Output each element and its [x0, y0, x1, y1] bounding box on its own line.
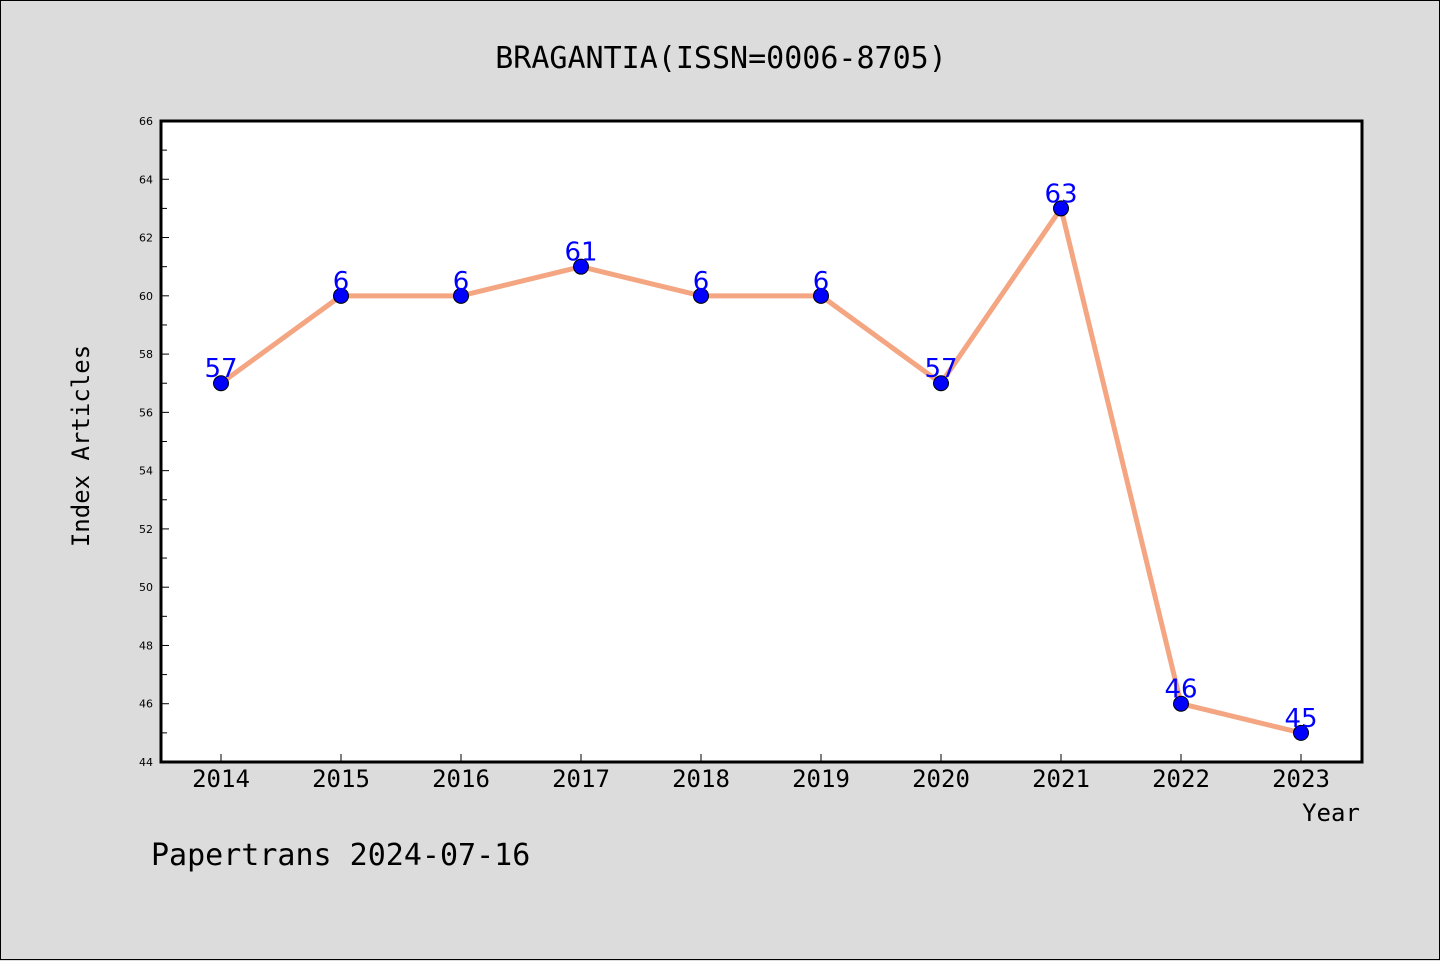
y-tick-label: 52	[139, 523, 153, 536]
y-tick-label: 44	[139, 756, 153, 769]
x-tick-label: 2022	[1152, 765, 1210, 793]
x-tick-label: 2023	[1272, 765, 1330, 793]
y-tick-label: 60	[139, 290, 153, 303]
data-label: 63	[1044, 179, 1077, 209]
x-axis-label: Year	[1302, 799, 1360, 827]
x-tick-label: 2016	[432, 765, 490, 793]
y-tick-label: 62	[139, 232, 153, 245]
data-label: 6	[813, 267, 830, 297]
x-tick-label: 2019	[792, 765, 850, 793]
x-tick-label: 2015	[312, 765, 370, 793]
x-axis: 2014 2015 2016 2017 2018 2019 2020 2021 2022 2023	[192, 754, 1330, 793]
data-label: 45	[1284, 704, 1317, 734]
data-label: 57	[924, 354, 957, 384]
y-axis-label: Index Articles	[67, 345, 95, 547]
data-label: 6	[453, 267, 470, 297]
data-point	[213, 375, 229, 392]
data-point	[693, 287, 709, 304]
data-label: 46	[1164, 675, 1197, 705]
x-tick-label: 2020	[912, 765, 970, 793]
y-tick-label: 54	[139, 465, 153, 478]
y-tick-label: 56	[139, 406, 153, 419]
y-tick-label: 48	[139, 639, 153, 652]
marker-group	[213, 200, 1309, 741]
data-label-group: 57 6 6 61 6 6 57 63 46 45	[204, 179, 1317, 733]
y-tick-label: 66	[139, 115, 153, 128]
data-point	[813, 287, 829, 304]
data-point	[1053, 200, 1069, 217]
data-point	[1293, 724, 1309, 741]
y-tick-label: 50	[139, 581, 153, 594]
plot-area	[159, 119, 1364, 764]
data-label: 6	[333, 267, 350, 297]
x-tick-label: 2018	[672, 765, 730, 793]
data-point	[573, 258, 589, 275]
series-line-group	[218, 205, 1304, 736]
data-label: 57	[204, 354, 237, 384]
x-tick-label: 2014	[192, 765, 250, 793]
data-label: 61	[564, 238, 597, 268]
y-tick-label: 46	[139, 698, 153, 711]
x-tick-label: 2017	[552, 765, 610, 793]
y-tick-label: 58	[139, 348, 153, 361]
y-axis: 44 46 48 50 52 54 56 58 60 62 64 66	[139, 115, 169, 769]
data-point	[333, 287, 349, 304]
data-label: 6	[693, 267, 710, 297]
data-point	[933, 375, 949, 392]
chart-title: BRAGANTIA(ISSN=0006-8705)	[495, 41, 947, 76]
data-point	[1173, 695, 1189, 712]
x-tick-label: 2021	[1032, 765, 1090, 793]
y-tick-label: 64	[139, 173, 153, 186]
footer-text: Papertrans 2024-07-16	[151, 838, 530, 873]
data-point	[453, 287, 469, 304]
series-line	[218, 205, 1304, 736]
